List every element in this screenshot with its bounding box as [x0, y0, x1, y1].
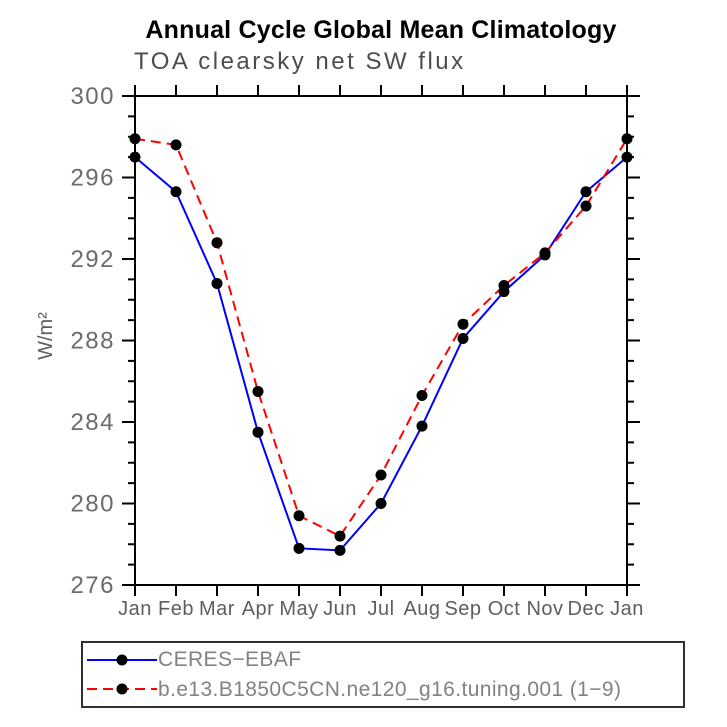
series-1-marker [416, 390, 428, 402]
series-1-marker [211, 237, 223, 249]
x-tick-label: Jun [323, 598, 357, 620]
legend-item-model: b.e13.B1850C5CN.ne120_g16.tuning.001 (1−… [86, 675, 683, 703]
series-0-marker [252, 426, 264, 438]
x-tick-label: Dec [567, 598, 604, 620]
x-tick-label: Jan [610, 598, 644, 620]
x-tick-label: Mar [199, 598, 235, 620]
series-0-marker [211, 277, 223, 289]
chart-subtitle: TOA clearsky net SW flux [134, 48, 466, 75]
x-tick-label: Jan [118, 598, 152, 620]
x-tick-label: Oct [488, 598, 521, 620]
y-tick-label: 280 [70, 491, 115, 518]
legend-line-sample-solid-icon [87, 654, 157, 666]
plot-area: Jan Feb Mar Apr May Jun Jul Aug Sep Oct Nov Dec Jan2… [35, 83, 644, 620]
x-tick-label: Nov [526, 598, 563, 620]
legend-item-ceres-ebaf: CERES−EBAF [86, 646, 683, 674]
series-0-marker [416, 420, 428, 432]
series-1-marker [457, 318, 469, 330]
y-tick-label: 300 [70, 83, 115, 110]
x-tick-label: May [279, 598, 318, 620]
y-tick-label: 296 [70, 165, 115, 192]
y-tick-label: 288 [70, 328, 115, 355]
series-1-marker [252, 385, 264, 397]
series-0-marker [580, 186, 592, 198]
y-tick-label: 284 [70, 409, 115, 436]
plot-frame [134, 95, 628, 586]
y-tick-label: 292 [70, 246, 115, 273]
series-1-marker [170, 139, 182, 151]
legend-label-observation: CERES−EBAF [158, 648, 302, 672]
series-0-marker [457, 332, 469, 344]
x-tick-label: Sep [444, 598, 481, 620]
x-tick-label: Aug [403, 598, 440, 620]
series-0-marker [129, 151, 141, 163]
series-1-marker [580, 200, 592, 212]
series-0-marker [621, 151, 633, 163]
series-0-marker [293, 542, 305, 554]
chart-title: Annual Cycle Global Mean Climatology [145, 16, 617, 44]
series-1-marker [539, 247, 551, 259]
series-1-marker [498, 279, 510, 291]
x-tick-label: Apr [242, 598, 275, 620]
series-0-marker [170, 186, 182, 198]
legend-label-model-run: b.e13.B1850C5CN.ne120_g16.tuning.001 (1−… [158, 677, 622, 701]
series-1-marker [293, 510, 305, 522]
legend-line-sample-dashed-icon [87, 683, 157, 695]
x-tick-label: Jul [367, 598, 394, 620]
series-0-marker [375, 498, 387, 509]
x-tick-label: Feb [158, 598, 194, 620]
series-1-marker [334, 530, 346, 542]
series-0-marker [334, 544, 346, 556]
y-axis-title: W/m² [35, 312, 57, 360]
series-1-marker [621, 133, 633, 145]
series-1-marker [375, 469, 387, 481]
legend-box: CERES−EBAF b.e13.B1850C5CN.ne120_g16.tun… [81, 641, 685, 708]
y-tick-label: 276 [70, 572, 115, 599]
series-1-marker [129, 133, 141, 145]
series-line-0 [134, 156, 628, 552]
